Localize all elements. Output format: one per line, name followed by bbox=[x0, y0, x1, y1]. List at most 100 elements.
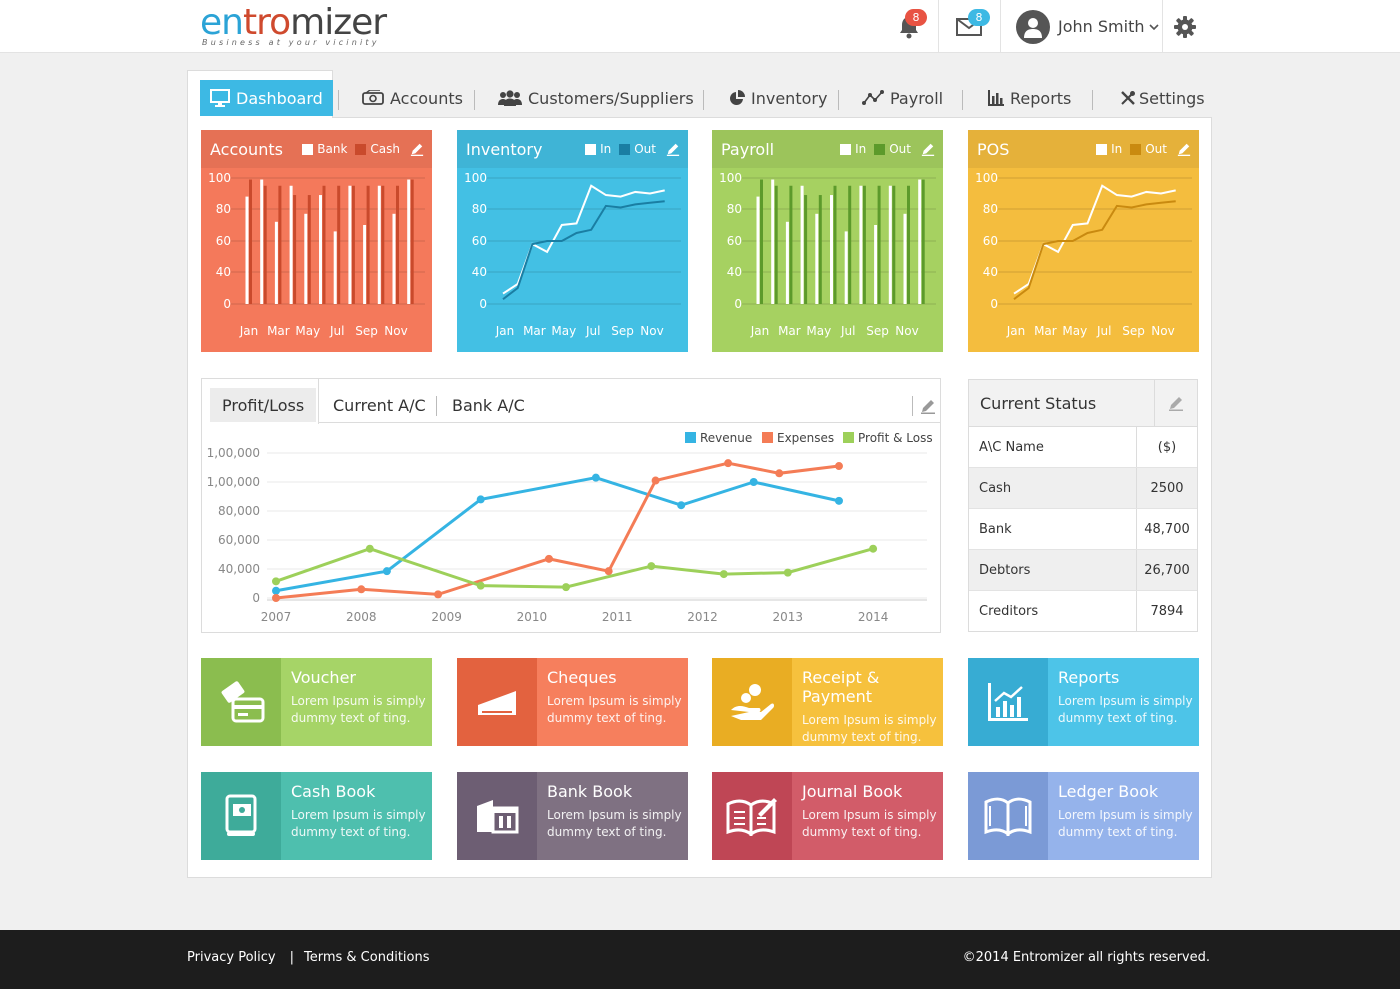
tile-body: Reports Lorem Ipsum is simply dummy text … bbox=[1048, 658, 1199, 746]
pencil-icon[interactable] bbox=[410, 141, 424, 160]
y-tick-label: 0 bbox=[734, 297, 742, 311]
bar bbox=[274, 221, 278, 304]
module-tile-journal-book[interactable]: Journal Book Lorem Ipsum is simply dummy … bbox=[712, 772, 943, 860]
tab-divider bbox=[703, 90, 704, 110]
pencil-icon bbox=[921, 400, 935, 414]
data-point bbox=[382, 567, 391, 576]
users-icon bbox=[498, 90, 522, 106]
module-tile-bank-book[interactable]: Bank Book Lorem Ipsum is simply dummy tex… bbox=[457, 772, 688, 860]
bar bbox=[249, 179, 252, 304]
footer-separator: | bbox=[289, 950, 294, 965]
x-tick-label: Jul bbox=[840, 324, 855, 338]
chart-legend: In Out bbox=[577, 142, 656, 156]
terms-link[interactable]: Terms & Conditions bbox=[304, 950, 430, 965]
notifications-button[interactable] bbox=[880, 0, 938, 53]
card-header: Accounts Bank Cash bbox=[201, 130, 432, 168]
tab-customers-suppliers[interactable]: Customers/Suppliers bbox=[498, 80, 694, 116]
tab-label: Customers/Suppliers bbox=[528, 88, 694, 108]
table-row: Cash 2500 bbox=[969, 468, 1197, 509]
legend-swatch bbox=[843, 432, 854, 443]
module-tile-voucher[interactable]: Voucher Lorem Ipsum is simply dummy text … bbox=[201, 658, 432, 746]
tab-current-ac[interactable]: Current A/C bbox=[333, 395, 426, 415]
tab-divider bbox=[962, 90, 963, 110]
tab-payroll[interactable]: Payroll bbox=[862, 80, 943, 116]
tab-profit-loss[interactable]: Profit/Loss bbox=[210, 388, 317, 422]
legend-label: Out bbox=[634, 142, 656, 156]
status-header: Current Status bbox=[969, 380, 1197, 427]
edit-button[interactable] bbox=[920, 398, 936, 418]
logo[interactable]: entromizer Business at your vicinity bbox=[200, 4, 387, 48]
gear-icon bbox=[1174, 15, 1196, 38]
status-table-header: A\C Name ($) bbox=[969, 427, 1197, 468]
legend-label: Profit & Loss bbox=[858, 431, 933, 445]
user-menu[interactable]: John Smith bbox=[1010, 0, 1160, 53]
status-title: Current Status bbox=[980, 393, 1097, 413]
x-tick-label: May bbox=[551, 324, 576, 338]
pencil-icon[interactable] bbox=[1177, 141, 1191, 160]
message-badge: 8 bbox=[968, 9, 990, 26]
x-tick-label: 2009 bbox=[431, 610, 462, 624]
bar bbox=[833, 185, 837, 304]
data-point bbox=[647, 562, 656, 571]
legend-swatch bbox=[1096, 143, 1108, 155]
bar bbox=[804, 195, 808, 304]
bar bbox=[377, 185, 381, 304]
y-tick-label: 100 bbox=[719, 171, 742, 185]
pencil-icon[interactable] bbox=[666, 141, 680, 160]
privacy-policy-link[interactable]: Privacy Policy bbox=[187, 950, 276, 965]
x-tick-label: May bbox=[806, 324, 831, 338]
tile-body: Voucher Lorem Ipsum is simply dummy text … bbox=[281, 658, 432, 746]
money-icon bbox=[362, 90, 384, 106]
table-row: Debtors 26,700 bbox=[969, 550, 1197, 591]
legend-label: Bank bbox=[317, 142, 348, 156]
card-icon bbox=[201, 658, 281, 746]
card-header: Payroll In Out bbox=[712, 130, 943, 168]
module-tile-cash-book[interactable]: Cash Book Lorem Ipsum is simply dummy tex… bbox=[201, 772, 432, 860]
tab-divider bbox=[912, 396, 913, 416]
tab-bank-ac[interactable]: Bank A/C bbox=[452, 395, 525, 415]
tab-accounts[interactable]: Accounts bbox=[362, 80, 463, 116]
account-name: Bank bbox=[969, 509, 1137, 549]
bank-book-icon bbox=[457, 772, 537, 860]
module-tile-reports[interactable]: Reports Lorem Ipsum is simply dummy text … bbox=[968, 658, 1199, 746]
tile-description: Lorem Ipsum is simply dummy text of ting… bbox=[547, 694, 682, 725]
x-tick-label: Jan bbox=[1006, 324, 1026, 338]
messages-button[interactable] bbox=[940, 0, 998, 53]
bar bbox=[245, 196, 249, 304]
module-tile-cheques[interactable]: Cheques Lorem Ipsum is simply dummy text … bbox=[457, 658, 688, 746]
x-tick-label: Jul bbox=[585, 324, 600, 338]
pencil-icon[interactable] bbox=[921, 141, 935, 160]
data-point bbox=[869, 544, 878, 553]
settings-button[interactable] bbox=[1163, 0, 1207, 53]
bar bbox=[800, 185, 804, 304]
bar bbox=[888, 185, 892, 304]
x-tick-label: Sep bbox=[866, 324, 889, 338]
line-chart-icon bbox=[862, 90, 884, 106]
account-value: 2500 bbox=[1150, 480, 1184, 496]
cheque-icon bbox=[457, 658, 537, 746]
data-point bbox=[749, 478, 758, 486]
series-line bbox=[275, 547, 874, 589]
accounts-chart-card: Accounts Bank Cash 100 80 60 40 0 Jan Mar May Jul Se… bbox=[201, 130, 432, 352]
legend-swatch bbox=[874, 143, 886, 155]
x-tick-label: 2012 bbox=[687, 610, 718, 624]
data-point bbox=[724, 459, 733, 468]
column-header: ($) bbox=[1157, 439, 1177, 455]
bar-chart-icon bbox=[988, 90, 1004, 106]
tab-settings[interactable]: Settings bbox=[1120, 80, 1205, 116]
x-tick-label: Sep bbox=[611, 324, 634, 338]
tab-reports[interactable]: Reports bbox=[988, 80, 1071, 116]
tile-title: Cash Book bbox=[291, 782, 376, 801]
module-tile-receipt-payment[interactable]: Receipt & Payment Lorem Ipsum is simply d… bbox=[712, 658, 943, 746]
chart-legend: In Out bbox=[1088, 142, 1167, 156]
x-tick-label: 2010 bbox=[517, 610, 548, 624]
status-edit-button[interactable] bbox=[1154, 380, 1197, 426]
legend-item: Out bbox=[619, 142, 656, 156]
bar bbox=[260, 179, 264, 304]
tab-inventory[interactable]: Inventory bbox=[729, 80, 827, 116]
tab-dashboard[interactable]: Dashboard bbox=[200, 80, 333, 116]
data-point bbox=[834, 462, 843, 471]
data-point bbox=[357, 585, 366, 594]
data-point bbox=[272, 577, 280, 586]
module-tile-ledger-book[interactable]: Ledger Book Lorem Ipsum is simply dummy t… bbox=[968, 772, 1199, 860]
